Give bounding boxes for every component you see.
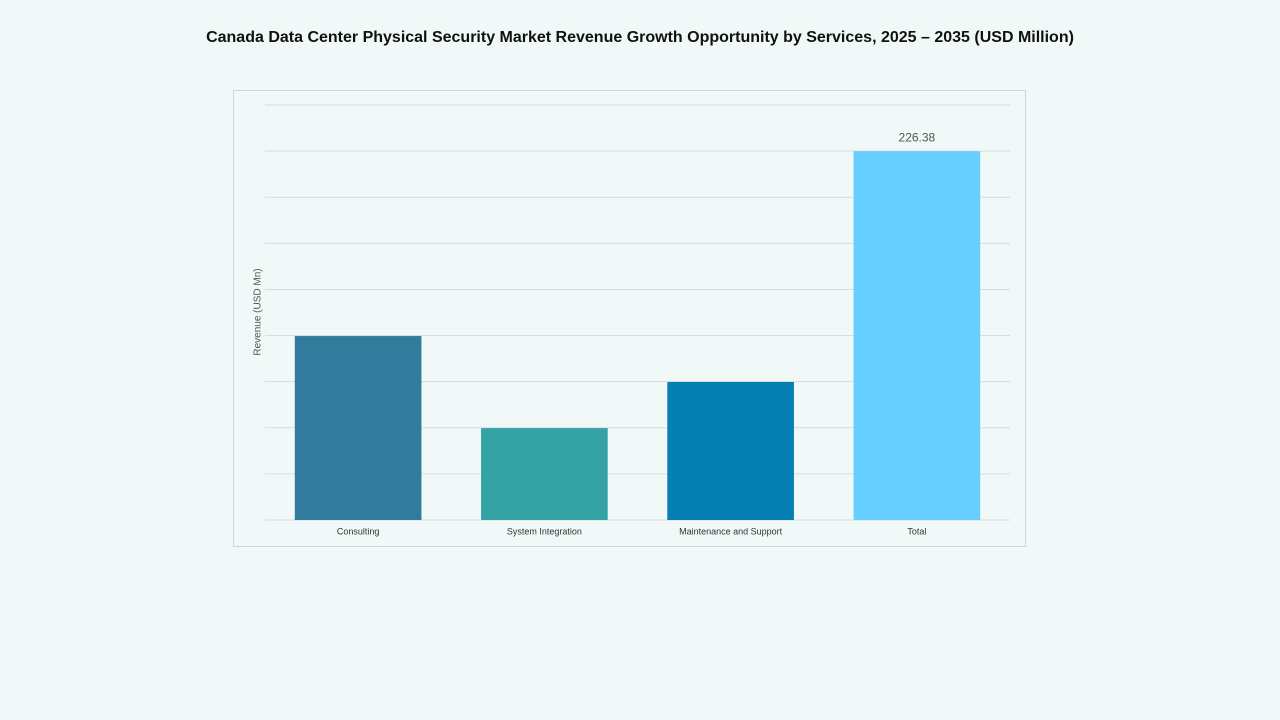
x-tick-label: Maintenance and Support: [679, 526, 783, 536]
y-axis-label: Revenue (USD Mn): [253, 268, 264, 355]
data-label: 226.38: [899, 130, 936, 144]
x-tick-label: Total: [907, 526, 926, 536]
chart-title: Canada Data Center Physical Security Mar…: [206, 29, 1074, 46]
plot-frame: [233, 90, 1026, 547]
bar: [667, 381, 794, 520]
bar: [853, 151, 981, 521]
bar: [481, 428, 608, 520]
x-tick-label: Consulting: [337, 526, 380, 536]
x-tick-label: System Integration: [507, 526, 582, 536]
bar: [294, 336, 422, 520]
